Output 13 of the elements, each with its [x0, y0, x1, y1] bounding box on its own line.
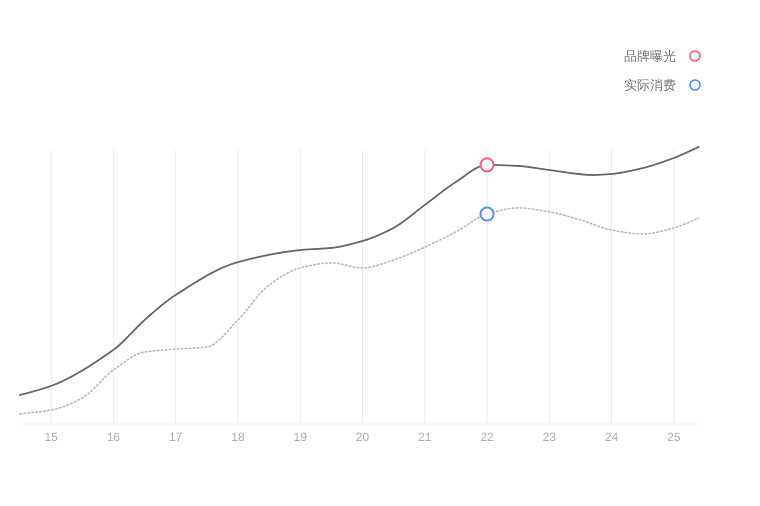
x-tick-label: 25: [667, 430, 681, 444]
x-tick-label: 17: [169, 430, 183, 444]
x-tick-label: 18: [231, 430, 245, 444]
x-tick-label: 22: [480, 430, 494, 444]
x-tick-label: 20: [356, 430, 370, 444]
x-tick-label: 21: [418, 430, 432, 444]
x-tick-label: 19: [294, 430, 308, 444]
legend-label: 品牌曝光: [624, 48, 676, 64]
x-tick-label: 16: [106, 430, 120, 444]
legend-label: 实际消费: [624, 78, 676, 92]
x-tick-label: 15: [44, 430, 58, 444]
x-tick-label: 23: [542, 430, 556, 444]
x-tick-label: 24: [604, 430, 619, 444]
